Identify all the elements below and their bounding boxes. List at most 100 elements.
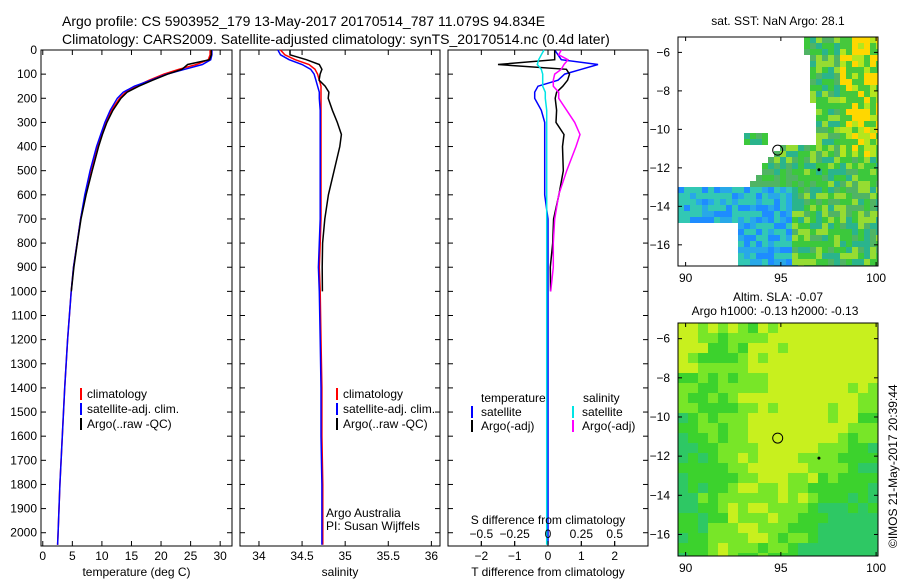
heatmap-cell [762,253,768,259]
heatmap-cell [768,223,774,229]
legend-label: Argo(..raw -QC) [343,417,428,431]
heatmap-cell [858,363,868,373]
heatmap-cell [818,423,828,433]
heatmap-cell [828,433,838,443]
heatmap-cell [768,473,778,483]
heatmap-cell [750,181,756,187]
heatmap-cell [702,205,708,211]
heatmap-cell [756,139,762,145]
heatmap-cell [828,253,834,259]
heatmap-cell [816,223,822,229]
heatmap-cell [780,229,786,235]
heatmap-cell [808,503,818,513]
heatmap-cell [858,73,864,79]
heatmap-cell [846,253,852,259]
heatmap-cell [750,193,756,199]
xtick-label: 34.5 [290,549,314,563]
heatmap-cell [852,55,858,61]
heatmap-cell [816,121,822,127]
heatmap-cell [868,333,878,343]
heatmap-cell [840,145,846,151]
heatmap-cell [708,199,714,205]
heatmap-cell [750,259,756,265]
heatmap-cell [798,363,808,373]
heatmap-cell [818,353,828,363]
heatmap-cell [848,323,858,333]
heatmap-cell [788,413,798,423]
heatmap-cell [858,503,868,513]
heatmap-cell [798,235,804,241]
heatmap-cell [868,553,878,556]
heatmap-cell [838,453,848,463]
heatmap-cell [818,513,828,523]
heatmap-cell [846,175,852,181]
heatmap-cell [798,413,808,423]
heatmap-cell [780,157,786,163]
heatmap-cell [768,259,774,265]
heatmap-cell [678,493,688,503]
heatmap-cell [840,205,846,211]
heatmap-cell [738,513,748,523]
heatmap-cell [708,193,714,199]
heatmap-cell [768,503,778,513]
heatmap-cell [848,503,858,513]
heatmap-cell [834,97,840,103]
heatmap-cell [834,43,840,49]
heatmap-cell [758,403,768,413]
heatmap-cell [678,533,688,543]
heatmap-cell [838,353,848,363]
heatmap-cell [852,151,858,157]
heatmap-cell [678,383,688,393]
heatmap-cell [678,353,688,363]
heatmap-cell [840,55,846,61]
heatmap-cell [728,523,738,533]
heatmap-cell [858,247,864,253]
heatmap-cell [678,403,688,413]
heatmap-cell [792,259,798,265]
heatmap-cell [876,163,878,169]
heatmap-cell [864,217,870,223]
heatmap-cell [768,543,778,553]
heatmap-cell [822,37,828,43]
heatmap-cell [748,423,758,433]
heatmap-cell [718,383,728,393]
heatmap-cell [744,187,750,193]
heatmap-cell [778,343,788,353]
heatmap-cell [758,353,768,363]
heatmap-cell [798,403,808,413]
heatmap-cell [698,553,708,556]
heatmap-cell [718,463,728,473]
heatmap-cell [762,175,768,181]
heatmap-cell [698,513,708,523]
heatmap-cell [838,503,848,513]
heatmap-cell [804,259,810,265]
heatmap-cell [698,463,708,473]
heatmap-cell [810,79,816,85]
heatmap-cell [762,181,768,187]
ytick-label: 300 [17,115,37,129]
heatmap-cell [698,363,708,373]
heatmap-cell [720,193,726,199]
heatmap-cell [808,483,818,493]
heatmap-cell [828,423,838,433]
heatmap-cell [744,223,750,229]
heatmap-cell [778,373,788,383]
heatmap-cell [828,413,838,423]
heatmap-cell [834,157,840,163]
heatmap-cell [808,323,818,333]
heatmap-cell [708,433,718,443]
heatmap-cell [876,211,878,217]
heatmap-cell [798,217,804,223]
heatmap-cell [822,103,828,109]
heatmap-cell [848,493,858,503]
heatmap-cell [834,109,840,115]
heatmap-cell [864,85,870,91]
heatmap-cell [728,363,738,373]
heatmap-cell [798,323,808,333]
heatmap-cell [678,393,688,403]
heatmap-cell [858,493,868,503]
heatmap-cell [846,115,852,121]
heatmap-cell [798,523,808,533]
heatmap-cell [780,223,786,229]
heatmap-cell [774,175,780,181]
